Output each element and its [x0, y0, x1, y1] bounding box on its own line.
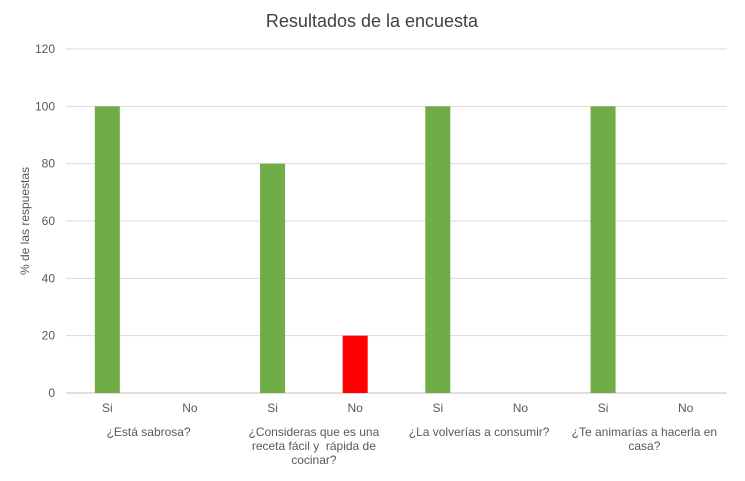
x-tick-label: Si: [102, 401, 113, 415]
category-label: receta fácil y rápida de: [252, 439, 376, 453]
x-tick-label: Si: [267, 401, 278, 415]
category-label: ¿Está sabrosa?: [107, 425, 191, 439]
x-tick-label: Si: [598, 401, 609, 415]
y-tick-label: 40: [42, 271, 56, 285]
category-label: cocinar?: [291, 453, 337, 467]
x-tick-label: No: [182, 401, 198, 415]
y-tick-label: 20: [42, 329, 56, 343]
x-tick-labels: Si No Si No Si No Si No: [102, 401, 694, 415]
y-tick-label: 80: [42, 157, 56, 171]
x-tick-label: Si: [432, 401, 443, 415]
y-tick-labels: 0 20 40 60 80 100 120: [35, 42, 55, 400]
category-label: ¿La volverías a consumir?: [409, 425, 550, 439]
bar-2-no: [342, 335, 368, 393]
y-tick-label: 120: [35, 42, 55, 56]
bar-2-si: [260, 163, 286, 393]
bars: [94, 106, 616, 393]
x-tick-label: No: [348, 401, 364, 415]
chart-title: Resultados de la encuesta: [266, 11, 479, 31]
x-tick-label: No: [513, 401, 529, 415]
x-tick-label: No: [678, 401, 694, 415]
category-label: ¿Consideras que es una: [249, 425, 380, 439]
y-axis-title: % de las respuestas: [18, 167, 32, 275]
y-tick-label: 100: [35, 99, 55, 113]
bar-1-si: [94, 106, 120, 393]
gridlines: [66, 48, 727, 394]
y-tick-label: 60: [42, 214, 56, 228]
y-tick-label: 0: [48, 386, 55, 400]
category-label: casa?: [628, 439, 660, 453]
bar-4-si: [590, 106, 616, 393]
bar-3-si: [425, 106, 451, 393]
category-label: ¿Te animarías a hacerla en: [572, 425, 717, 439]
category-labels: ¿Está sabrosa? ¿Consideras que es unarece…: [107, 425, 717, 467]
